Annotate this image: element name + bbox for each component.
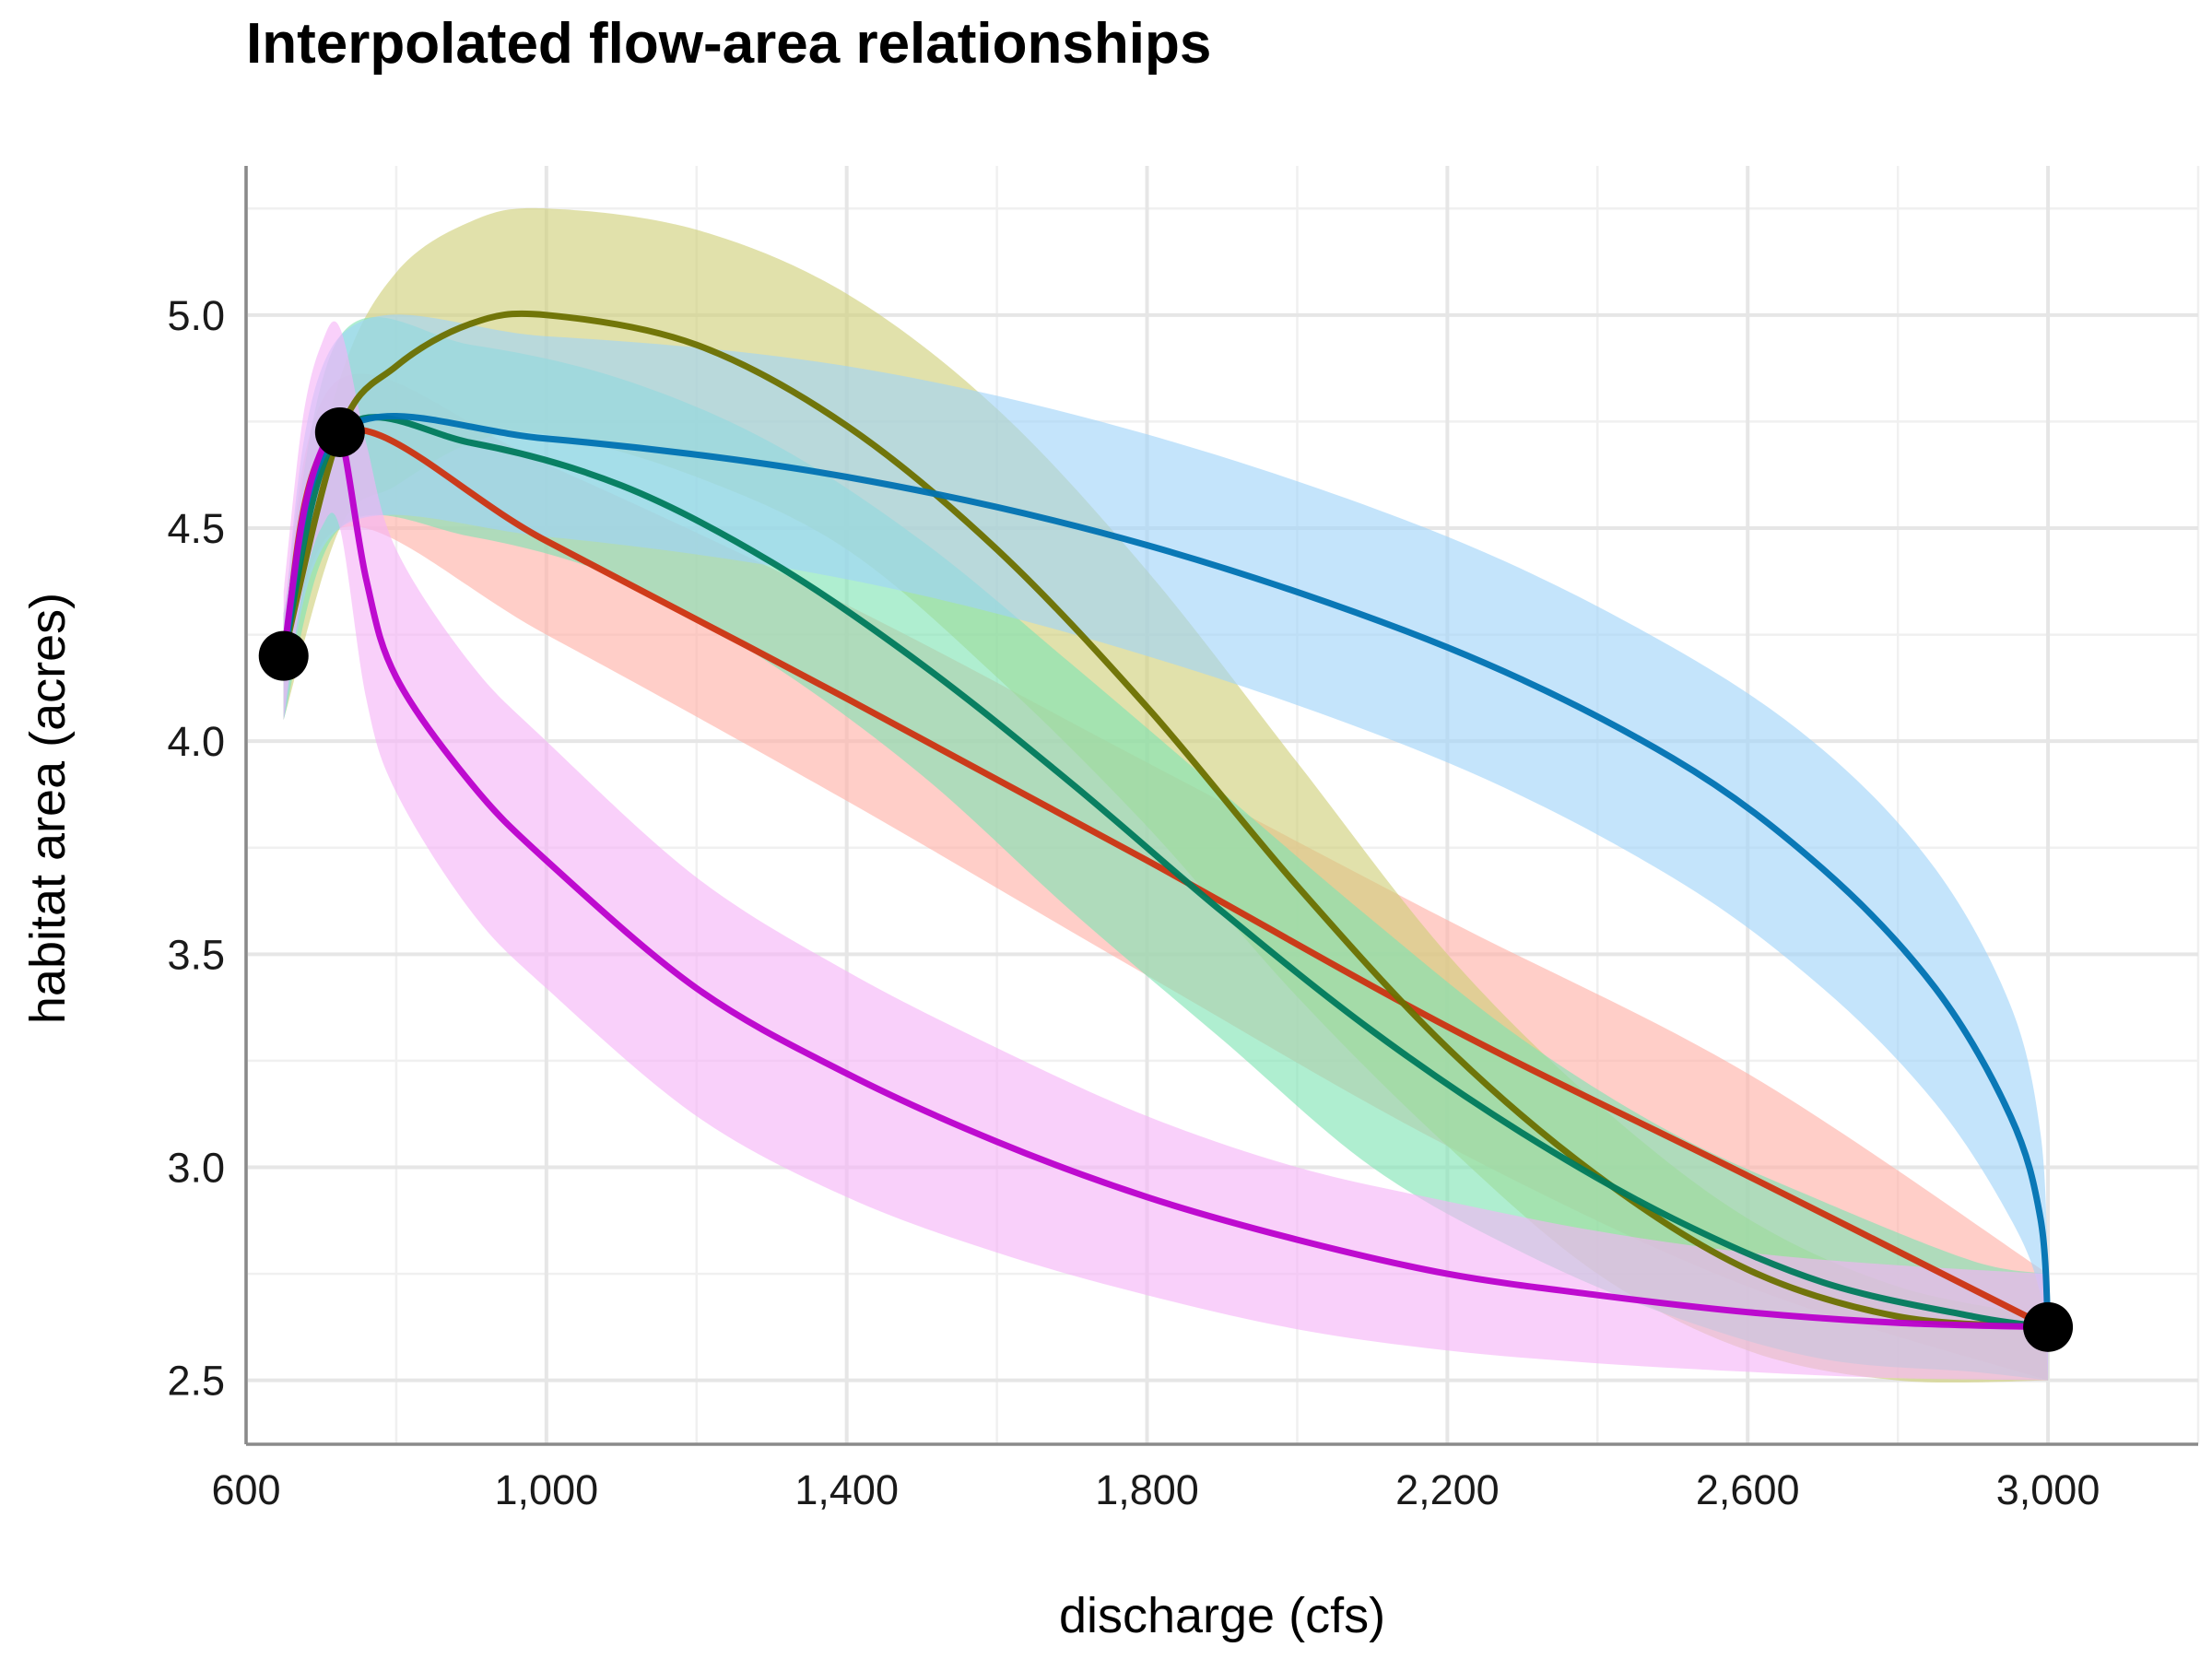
series-lines	[280, 310, 2052, 1331]
observed-point	[314, 406, 365, 457]
y-tick-labels: 2.5 3.0 3.5 4.0 4.5 5.0	[167, 292, 225, 1405]
y-tick-label: 3.5	[167, 931, 225, 978]
x-tick-label: 2,600	[1696, 1466, 1800, 1513]
x-tick-label: 1,000	[495, 1466, 599, 1513]
series-5-band	[283, 321, 2049, 1381]
x-axis-title: discharge (cfs)	[1059, 1588, 1385, 1643]
y-tick-label: 4.0	[167, 718, 225, 765]
y-tick-label: 5.0	[167, 292, 225, 339]
x-tick-label: 1,400	[794, 1466, 899, 1513]
observed-points	[258, 406, 2074, 1352]
observed-point	[258, 630, 309, 681]
series-5-line	[280, 420, 2052, 1331]
y-tick-label: 4.5	[167, 505, 225, 552]
x-tick-label: 1,800	[1095, 1466, 1199, 1513]
x-tick-label: 2,200	[1395, 1466, 1500, 1513]
y-axis-title: habitat area (acres)	[20, 593, 76, 1024]
confidence-bands	[283, 207, 2049, 1383]
series-3-band	[283, 317, 2049, 1381]
chart-title: Interpolated flow-area relationships	[246, 12, 1211, 76]
series-4-band	[283, 314, 2049, 1381]
x-tick-label: 3,000	[1996, 1466, 2100, 1513]
y-tick-label: 2.5	[167, 1358, 225, 1405]
series-4-line	[280, 413, 2052, 1331]
x-tick-labels: 600 1,000 1,400 1,800 2,200 2,600 3,000	[211, 1466, 2100, 1513]
observed-point	[2023, 1301, 2074, 1352]
x-tick-label: 600	[211, 1466, 280, 1513]
series-3-line	[280, 414, 2052, 1331]
series-2-line	[280, 310, 2052, 1331]
series-1-line	[280, 426, 2052, 1331]
y-tick-label: 3.0	[167, 1144, 225, 1191]
